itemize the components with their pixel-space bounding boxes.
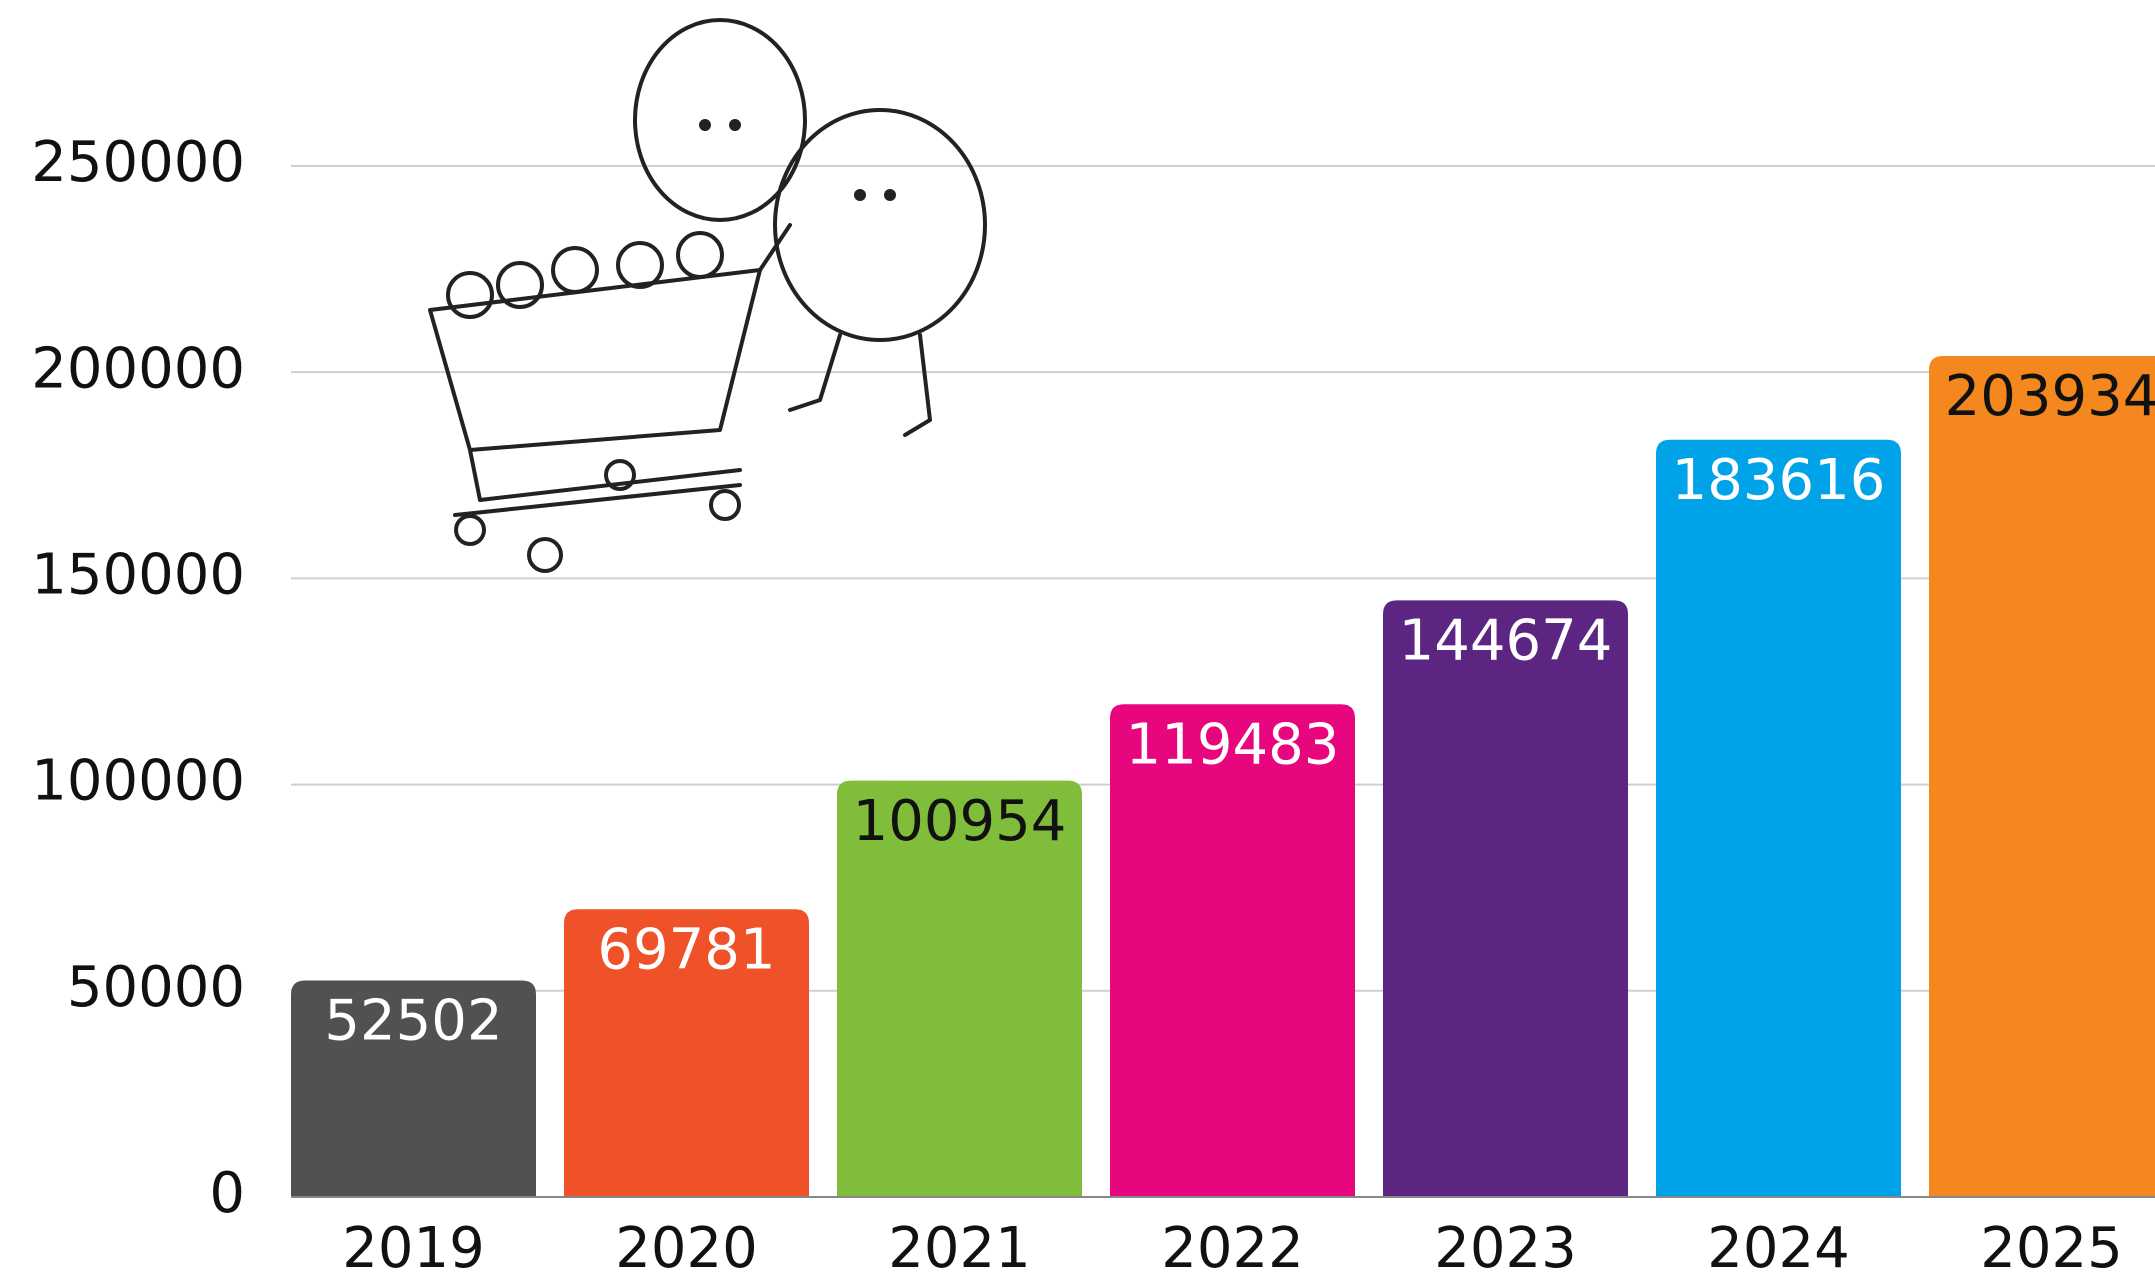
- value-label: 52502: [324, 989, 502, 1054]
- x-tick-label: 2022: [1161, 1216, 1304, 1280]
- x-tick-label: 2021: [888, 1216, 1031, 1280]
- bar: [1110, 704, 1355, 1197]
- illustration: [430, 20, 985, 571]
- value-label: 69781: [597, 917, 775, 982]
- x-tick-label: 2023: [1434, 1216, 1577, 1280]
- x-tick-label: 2020: [615, 1216, 758, 1280]
- chart: 0 50000 100000 150000 200000 250000 2019 52502 2…: [0, 0, 2155, 1280]
- y-tick-label: 0: [209, 1161, 245, 1226]
- y-tick-label: 150000: [31, 543, 245, 608]
- y-tick-label: 250000: [31, 130, 245, 195]
- y-tick-label: 50000: [67, 955, 245, 1020]
- x-tick-label: 2019: [342, 1216, 485, 1280]
- value-label: 119483: [1126, 712, 1340, 777]
- value-label: 203934: [1945, 364, 2155, 429]
- y-tick-label: 200000: [31, 336, 245, 401]
- bar: [1656, 440, 1901, 1197]
- y-tick-label: 100000: [31, 749, 245, 814]
- x-tick-label: 2025: [1980, 1216, 2123, 1280]
- bar: [1929, 356, 2155, 1197]
- bar: [1383, 600, 1628, 1197]
- value-label: 183616: [1672, 448, 1886, 513]
- value-label: 100954: [853, 789, 1067, 854]
- x-tick-label: 2024: [1707, 1216, 1850, 1280]
- value-label: 144674: [1399, 608, 1613, 673]
